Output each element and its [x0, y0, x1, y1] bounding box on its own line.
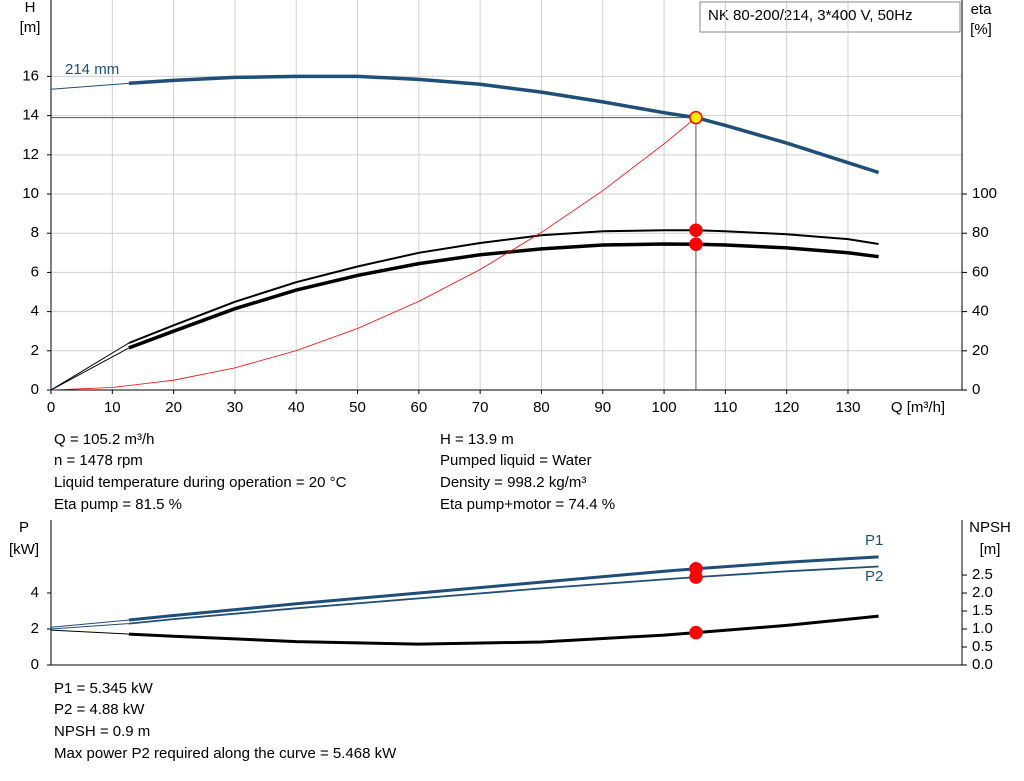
- operating-point: [689, 570, 703, 584]
- y-tick-label: 6: [31, 263, 39, 280]
- y-tick-label: 12: [22, 146, 39, 163]
- y-axis-unit: [m]: [20, 19, 41, 36]
- curve: [50, 82, 129, 90]
- curve: [128, 242, 879, 350]
- info-text: P1 = 5.345 kW: [54, 680, 154, 697]
- curve: [128, 614, 879, 646]
- chart-title: NK 80-200/214, 3*400 V, 50Hz: [708, 7, 913, 24]
- y2-axis-unit: [m]: [980, 541, 1001, 558]
- curve: [50, 623, 129, 630]
- x-tick-label: 50: [349, 399, 366, 416]
- x-tick-label: 120: [774, 399, 799, 416]
- y-tick-label: 8: [31, 224, 39, 241]
- info-text: Density = 998.2 kg/m³: [440, 474, 586, 491]
- y-tick-label: 16: [22, 67, 39, 84]
- info-text: n = 1478 rpm: [54, 452, 143, 469]
- curve-label: P1: [865, 532, 883, 549]
- y2-tick-label: 60: [972, 263, 989, 280]
- curve-label: 214 mm: [65, 61, 119, 78]
- y-axis-label: P: [19, 519, 29, 536]
- curve: [50, 347, 130, 391]
- y2-axis-unit: [%]: [970, 21, 992, 38]
- y-axis-unit: [kW]: [9, 541, 39, 558]
- x-tick-label: 90: [594, 399, 611, 416]
- title-box: [699, 1, 961, 33]
- y2-tick-label: 40: [972, 303, 989, 320]
- y-tick-label: 2: [31, 620, 39, 637]
- y2-tick-label: 0.5: [972, 638, 993, 655]
- x-tick-label: 60: [410, 399, 427, 416]
- y2-tick-label: 2.5: [972, 566, 993, 583]
- y-tick-label: 10: [22, 185, 39, 202]
- curve: [128, 74, 880, 175]
- curve: [50, 619, 129, 628]
- curve: [50, 342, 130, 391]
- y2-tick-label: 80: [972, 224, 989, 241]
- info-text: P2 = 4.88 kW: [54, 701, 145, 718]
- y-tick-label: 4: [31, 584, 39, 601]
- y-tick-label: 2: [31, 342, 39, 359]
- operating-point: [689, 625, 703, 640]
- curve: [128, 565, 879, 625]
- x-tick-label: 40: [288, 399, 305, 416]
- y-tick-label: 4: [31, 303, 39, 320]
- x-axis-label: Q [m³/h]: [891, 399, 945, 416]
- x-tick-label: 70: [472, 399, 489, 416]
- info-text: Eta pump+motor = 74.4 %: [440, 496, 615, 513]
- x-tick-label: 110: [713, 399, 737, 416]
- x-tick-label: 20: [165, 399, 182, 416]
- info-text: NPSH = 0.9 m: [54, 723, 150, 740]
- y2-tick-label: 0.0: [972, 656, 993, 673]
- operating-point: [689, 110, 703, 125]
- info-text: Max power P2 required along the curve = …: [54, 745, 397, 762]
- y2-axis-label: NPSH: [969, 519, 1011, 536]
- operating-point: [689, 237, 703, 251]
- y2-axis-label: eta: [971, 1, 993, 18]
- y2-tick-label: 100: [972, 185, 997, 202]
- x-tick-label: 0: [47, 399, 55, 416]
- y-tick-label: 0: [31, 381, 39, 398]
- x-tick-label: 10: [104, 399, 121, 416]
- curve: [50, 629, 129, 635]
- x-tick-label: 80: [533, 399, 550, 416]
- y-axis-label: H: [25, 0, 36, 16]
- y2-tick-label: 1.5: [972, 602, 993, 619]
- curve: [50, 117, 697, 391]
- curve: [128, 229, 879, 344]
- y2-tick-label: 2.0: [972, 584, 993, 601]
- info-text: Pumped liquid = Water: [440, 452, 592, 469]
- curve-label: P2: [865, 568, 883, 585]
- info-text: Q = 105.2 m³/h: [54, 431, 154, 448]
- info-text: Liquid temperature during operation = 20…: [54, 474, 347, 491]
- curve: [128, 555, 879, 622]
- x-tick-label: 130: [835, 399, 860, 416]
- y2-tick-label: 1.0: [972, 620, 993, 637]
- y-tick-label: 14: [22, 107, 39, 124]
- x-tick-label: 100: [652, 399, 677, 416]
- y2-tick-label: 20: [972, 342, 989, 359]
- info-text: Eta pump = 81.5 %: [54, 496, 182, 513]
- operating-point: [689, 223, 703, 238]
- y2-tick-label: 0: [972, 381, 980, 398]
- y-tick-label: 0: [31, 656, 39, 673]
- x-tick-label: 30: [227, 399, 244, 416]
- info-text: H = 13.9 m: [440, 431, 514, 448]
